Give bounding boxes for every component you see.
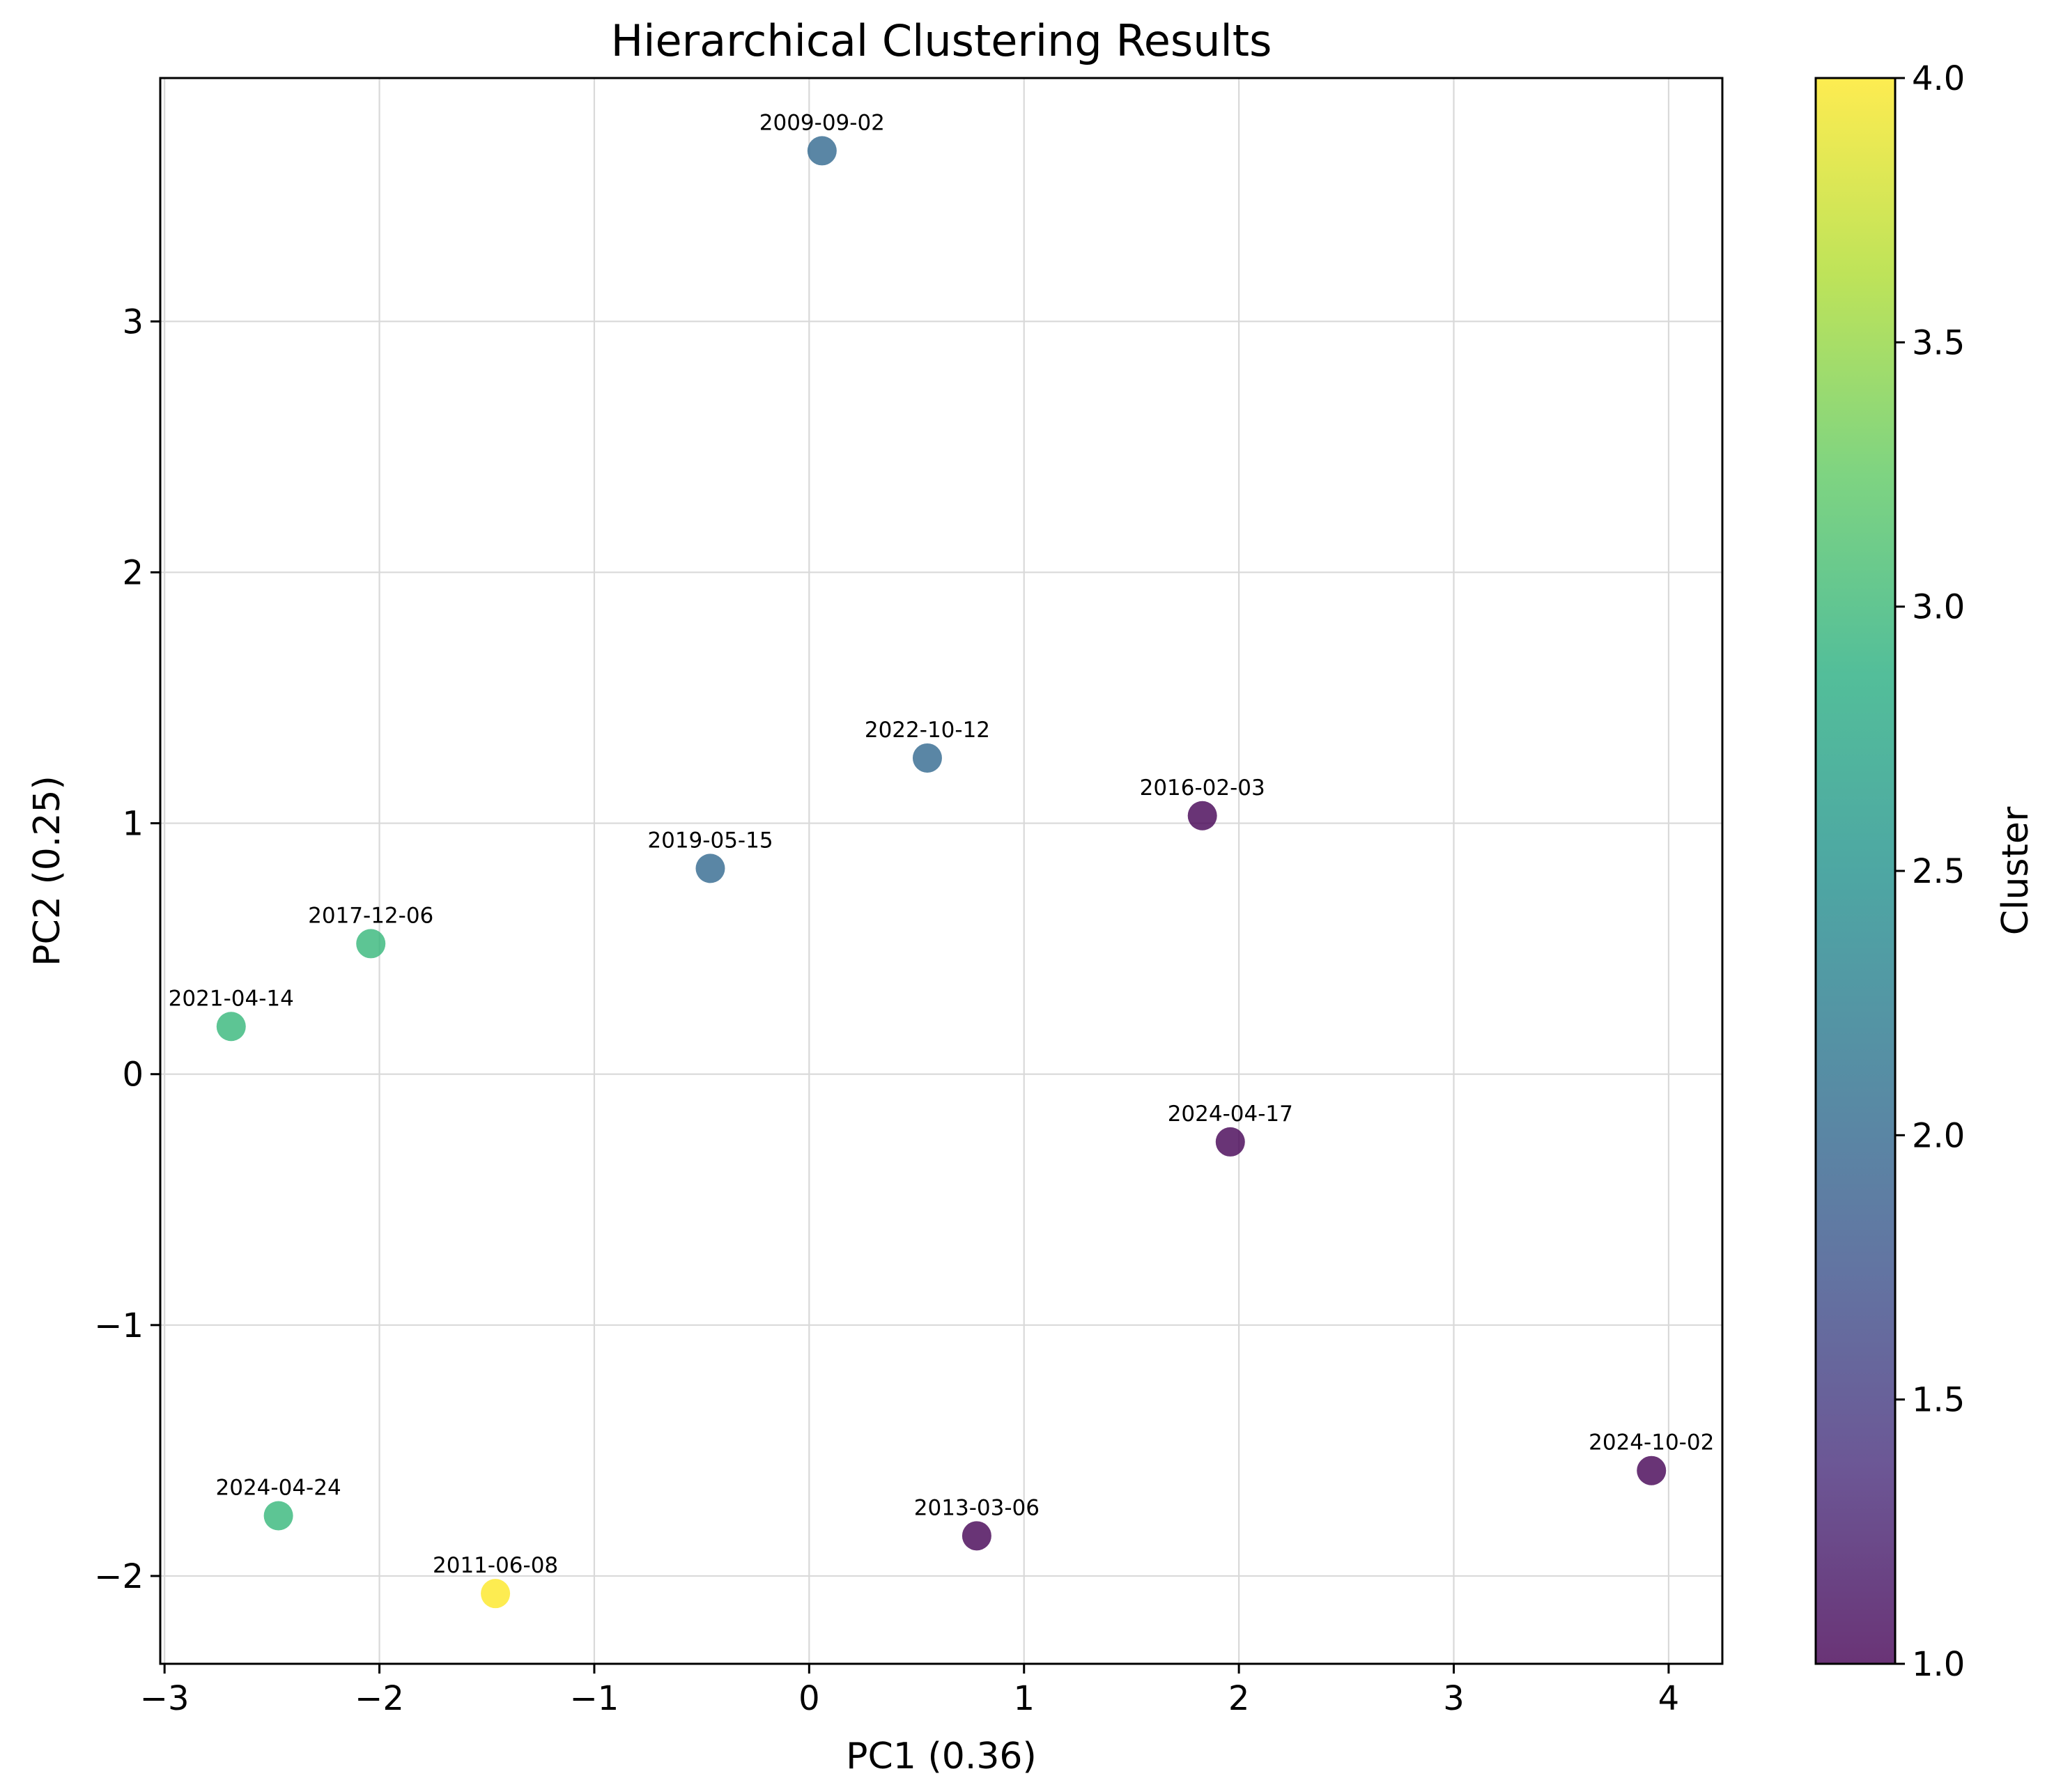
data-point-label: 2024-04-17 bbox=[1168, 1102, 1293, 1127]
data-point bbox=[962, 1521, 991, 1551]
x-tick-label: 3 bbox=[1443, 1679, 1465, 1718]
x-tick-label: −2 bbox=[355, 1679, 404, 1718]
data-point-label: 2011-06-08 bbox=[433, 1553, 558, 1578]
point-labels: 2009-09-02 2022-10-12 2019-05-15 2016-02-03… bbox=[169, 110, 1715, 1578]
y-tick-label: 2 bbox=[122, 553, 144, 592]
chart-title: Hierarchical Clustering Results bbox=[611, 15, 1272, 66]
y-axis-label: PC2 (0.25) bbox=[26, 775, 68, 966]
data-points bbox=[216, 136, 1667, 1609]
x-axis-label: PC1 (0.36) bbox=[846, 1736, 1037, 1777]
colorbar-tick-label: 1.0 bbox=[1912, 1645, 1965, 1684]
grid bbox=[160, 78, 1722, 1664]
plot-area-frame bbox=[159, 77, 1724, 1665]
data-point bbox=[1215, 1127, 1245, 1157]
x-tick-label: 0 bbox=[798, 1679, 820, 1718]
y-tick-label: −1 bbox=[94, 1306, 144, 1345]
y-tick-label: 3 bbox=[122, 302, 144, 341]
colorbar-tick-label: 1.5 bbox=[1912, 1381, 1965, 1420]
data-point-label: 2009-09-02 bbox=[759, 110, 885, 135]
data-point bbox=[1187, 801, 1217, 831]
x-tick-label: −1 bbox=[570, 1679, 619, 1718]
data-point-label: 2022-10-12 bbox=[865, 718, 990, 743]
data-point-label: 2021-04-14 bbox=[169, 986, 294, 1011]
colorbar-tick-label: 2.5 bbox=[1912, 852, 1965, 891]
colorbar-tick-label: 4.0 bbox=[1912, 59, 1965, 98]
colorbar-ticks: 1.0 1.5 2.0 2.5 3.0 3.5 4.0 bbox=[1895, 59, 1965, 1684]
y-axis-ticks: −2 −1 0 1 2 3 bbox=[94, 302, 160, 1596]
data-point bbox=[481, 1579, 511, 1609]
data-point-label: 2016-02-03 bbox=[1140, 775, 1265, 801]
colorbar-tick-label: 3.0 bbox=[1912, 588, 1965, 627]
x-axis-ticks: −3 −2 −1 0 1 2 3 4 bbox=[140, 1664, 1679, 1718]
x-tick-label: 2 bbox=[1228, 1679, 1250, 1718]
colorbar-tick-label: 2.0 bbox=[1912, 1116, 1965, 1155]
data-point-label: 2024-04-24 bbox=[216, 1476, 341, 1501]
data-point-label: 2017-12-06 bbox=[308, 903, 433, 928]
x-tick-label: 4 bbox=[1658, 1679, 1680, 1718]
data-point-label: 2019-05-15 bbox=[647, 828, 773, 853]
colorbar-tick-label: 3.5 bbox=[1912, 323, 1965, 362]
colorbar-label: Cluster bbox=[1995, 806, 2037, 935]
data-point bbox=[216, 1012, 246, 1042]
data-point-label: 2013-03-06 bbox=[914, 1495, 1040, 1520]
data-point bbox=[1637, 1455, 1667, 1485]
y-tick-label: 1 bbox=[122, 805, 144, 844]
data-point bbox=[263, 1501, 293, 1531]
colorbar-gradient bbox=[1816, 78, 1895, 1664]
y-tick-label: 0 bbox=[122, 1056, 144, 1095]
data-point bbox=[912, 743, 942, 773]
x-tick-label: −3 bbox=[140, 1679, 190, 1718]
data-point bbox=[807, 136, 837, 166]
data-point bbox=[356, 929, 386, 959]
y-tick-label: −2 bbox=[94, 1557, 144, 1596]
data-point-label: 2024-10-02 bbox=[1589, 1430, 1714, 1455]
x-tick-label: 1 bbox=[1013, 1679, 1035, 1718]
data-point bbox=[695, 853, 725, 883]
